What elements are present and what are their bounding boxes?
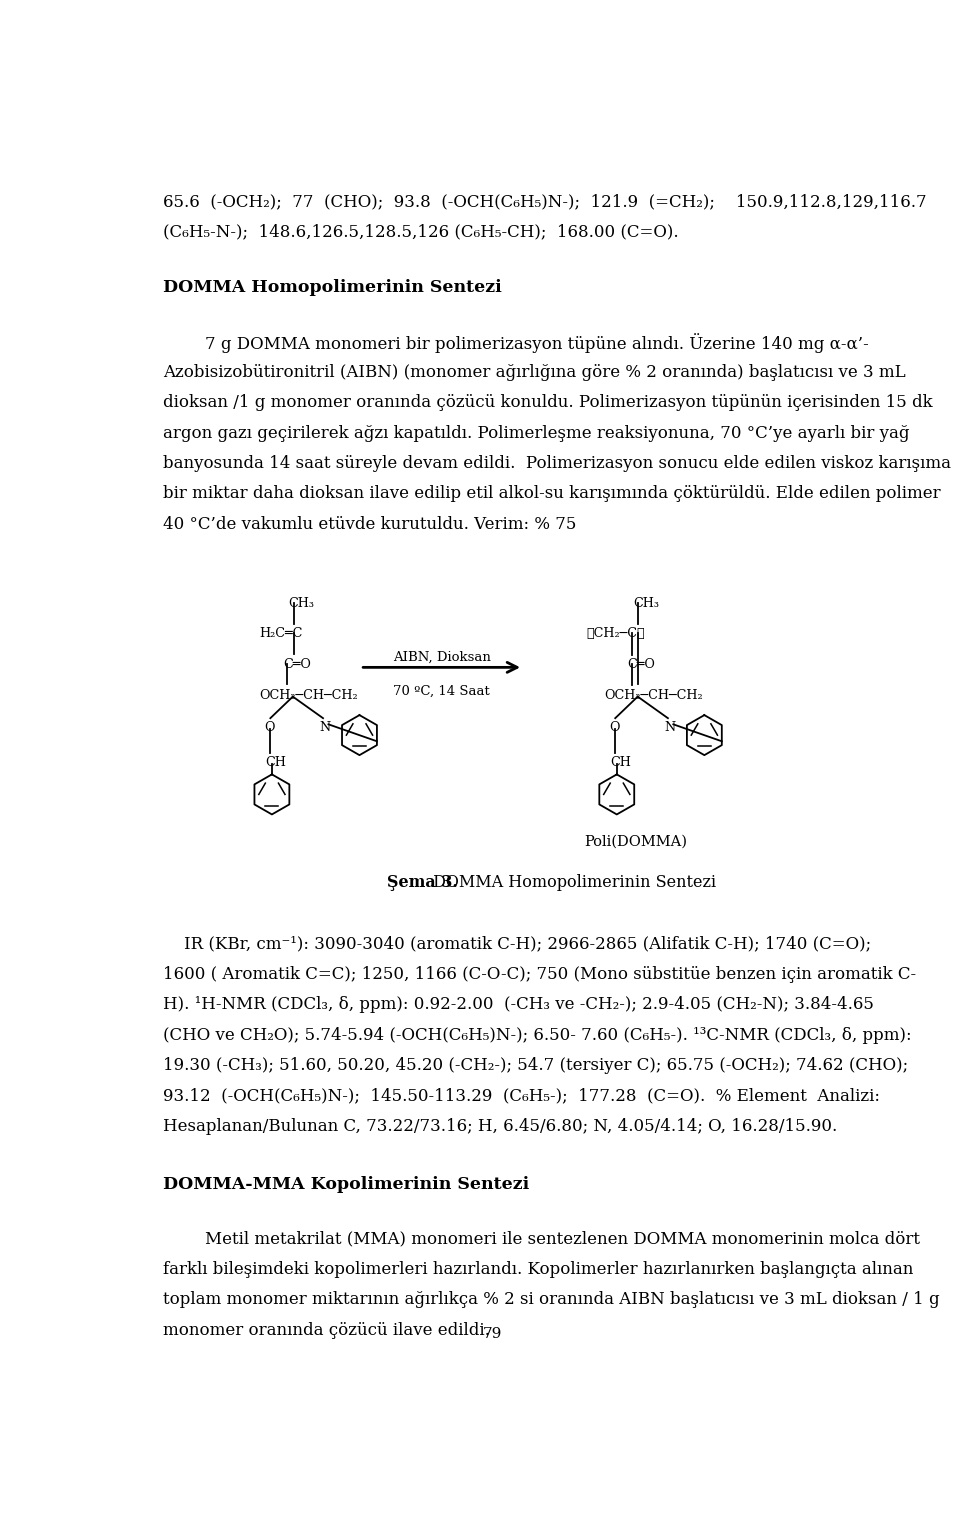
Text: toplam monomer miktarının ağırlıkça % 2 si oranında AIBN başlatıcısı ve 3 mL dio: toplam monomer miktarının ağırlıkça % 2 …: [162, 1291, 939, 1307]
Text: Metil metakrilat (MMA) monomeri ile sentezlenen DOMMA monomerinin molca dört: Metil metakrilat (MMA) monomeri ile sent…: [162, 1230, 920, 1247]
Text: banyosunda 14 saat süreyle devam edildi.  Polimerizasyon sonucu elde edilen visk: banyosunda 14 saat süreyle devam edildi.…: [162, 454, 950, 471]
Text: 40 °C’de vakumlu etüvde kurutuldu. Verim: % 75: 40 °C’de vakumlu etüvde kurutuldu. Verim…: [162, 515, 576, 533]
Text: DOMMA Homopolimerinin Sentezi: DOMMA Homopolimerinin Sentezi: [428, 874, 716, 891]
Text: 93.12  (-OCH(C₆H₅)N-);  145.50-113.29  (C₆H₅-);  177.28  (C=O).  % Element  Anal: 93.12 (-OCH(C₆H₅)N-); 145.50-113.29 (C₆H…: [162, 1088, 879, 1104]
Text: OCH₂─CH─CH₂: OCH₂─CH─CH₂: [259, 689, 358, 701]
Text: 7 g DOMMA monomeri bir polimerizasyon tüpüne alındı. Üzerine 140 mg α-α’-: 7 g DOMMA monomeri bir polimerizasyon tü…: [162, 333, 869, 353]
Text: Şema 3.: Şema 3.: [388, 874, 458, 891]
Text: 19.30 (-CH₃); 51.60, 50.20, 45.20 (-CH₂-); 54.7 (tersiyer C); 65.75 (-OCH₂); 74.: 19.30 (-CH₃); 51.60, 50.20, 45.20 (-CH₂-…: [162, 1057, 908, 1074]
Text: H). ¹H-NMR (CDCl₃, δ, ppm): 0.92-2.00  (-CH₃ ve -CH₂-); 2.9-4.05 (CH₂-N); 3.84-4: H). ¹H-NMR (CDCl₃, δ, ppm): 0.92-2.00 (-…: [162, 997, 874, 1014]
Text: C═O: C═O: [283, 658, 311, 671]
Text: 79: 79: [482, 1327, 502, 1341]
Text: Azobisizobütironitril (AIBN) (monomer ağırlığına göre % 2 oranında) başlatıcısı : Azobisizobütironitril (AIBN) (monomer ağ…: [162, 364, 905, 380]
Text: CH₃: CH₃: [288, 597, 314, 609]
Text: N: N: [319, 721, 330, 735]
Text: Hesaplanan/Bulunan C, 73.22/73.16; H, 6.45/6.80; N, 4.05/4.14; O, 16.28/15.90.: Hesaplanan/Bulunan C, 73.22/73.16; H, 6.…: [162, 1118, 837, 1135]
Text: DOMMA Homopolimerinin Sentezi: DOMMA Homopolimerinin Sentezi: [162, 279, 501, 295]
Text: O: O: [264, 721, 275, 735]
Text: monomer oranında çözücü ilave edildi.: monomer oranında çözücü ilave edildi.: [162, 1321, 490, 1339]
Text: N: N: [664, 721, 675, 735]
Text: dioksan /1 g monomer oranında çözücü konuldu. Polimerizasyon tüpünün içerisinden: dioksan /1 g monomer oranında çözücü kon…: [162, 394, 932, 411]
Text: C═O: C═O: [628, 658, 656, 671]
Text: (CHO ve CH₂O); 5.74-5.94 (-OCH(C₆H₅)N-); 6.50- 7.60 (C₆H₅-). ¹³C-NMR (CDCl₃, δ, : (CHO ve CH₂O); 5.74-5.94 (-OCH(C₆H₅)N-);…: [162, 1027, 911, 1044]
Text: O: O: [609, 721, 619, 735]
Text: ∾CH₂─C∾: ∾CH₂─C∾: [587, 627, 645, 641]
Text: (C₆H₅-N-);  148.6,126.5,128.5,126 (C₆H₅-CH);  168.00 (C=O).: (C₆H₅-N-); 148.6,126.5,128.5,126 (C₆H₅-C…: [162, 224, 679, 241]
Text: argon gazı geçirilerek ağzı kapatıldı. Polimerleşme reaksiyonuna, 70 °C’ye ayarl: argon gazı geçirilerek ağzı kapatıldı. P…: [162, 424, 909, 441]
Text: OCH₂─CH─CH₂: OCH₂─CH─CH₂: [605, 689, 703, 701]
Text: DOMMA-MMA Kopolimerinin Sentezi: DOMMA-MMA Kopolimerinin Sentezi: [162, 1176, 529, 1192]
Text: 70 ºC, 14 Saat: 70 ºC, 14 Saat: [394, 685, 490, 697]
Text: 1600 ( Aromatik C=C); 1250, 1166 (C-O-C); 750 (Mono sübstitüe benzen için aromat: 1600 ( Aromatik C=C); 1250, 1166 (C-O-C)…: [162, 965, 916, 983]
Text: CH: CH: [265, 756, 286, 770]
Text: farklı bileşimdeki kopolimerleri hazırlandı. Kopolimerler hazırlanırken başlangı: farklı bileşimdeki kopolimerleri hazırla…: [162, 1260, 913, 1277]
Text: AIBN, Dioksan: AIBN, Dioksan: [393, 650, 491, 664]
Text: H₂C═C: H₂C═C: [259, 627, 302, 641]
Text: bir miktar daha dioksan ilave edilip etil alkol-su karışımında çöktürüldü. Elde : bir miktar daha dioksan ilave edilip eti…: [162, 485, 940, 503]
Text: IR (KBr, cm⁻¹): 3090-3040 (aromatik C-H); 2966-2865 (Alifatik C-H); 1740 (C=O);: IR (KBr, cm⁻¹): 3090-3040 (aromatik C-H)…: [162, 935, 871, 953]
Text: Poli(DOMMA): Poli(DOMMA): [585, 835, 687, 848]
Text: 65.6  (-OCH₂);  77  (CHO);  93.8  (-OCH(C₆H₅)N-);  121.9  (=CH₂);    150.9,112.8: 65.6 (-OCH₂); 77 (CHO); 93.8 (-OCH(C₆H₅)…: [162, 194, 926, 211]
Text: CH₃: CH₃: [633, 597, 660, 609]
Text: CH: CH: [610, 756, 631, 770]
